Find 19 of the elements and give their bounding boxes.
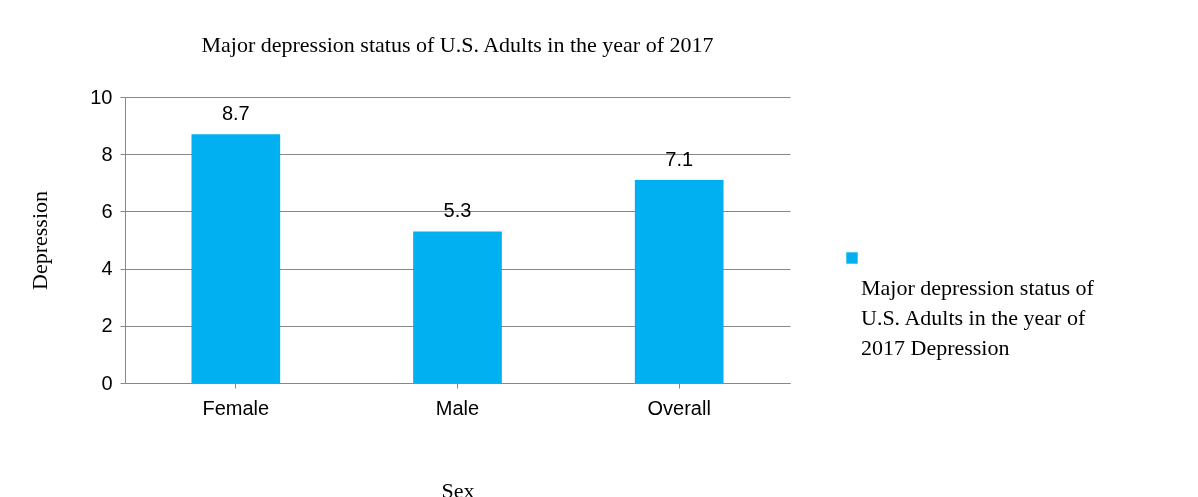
legend-label: Major depression status of U.S. Adults in the year of 2017 Depression	[861, 275, 1095, 360]
y-axis-title: Depression	[27, 191, 53, 290]
x-axis-title: Sex	[441, 477, 475, 497]
bar	[634, 179, 724, 383]
data-label: 8.7	[221, 102, 250, 125]
chart-title: Major depression status of U.S. Adults in the year of 2017	[201, 32, 714, 57]
data-label: 5.3	[443, 199, 472, 222]
y-tick-label: 6	[101, 199, 113, 222]
x-tick-label: Overall	[647, 396, 711, 419]
bar	[413, 231, 502, 383]
y-tick-label: 10	[90, 85, 113, 108]
data-label: 7.1	[665, 147, 694, 170]
y-tick-label: 4	[101, 257, 113, 280]
x-tick-label: Female	[202, 396, 270, 419]
bar	[191, 134, 281, 383]
y-tick-label: 2	[101, 314, 113, 337]
y-tick-label: 0	[101, 371, 113, 394]
y-tick-label: 8	[101, 142, 113, 165]
x-tick-label: Male	[435, 396, 480, 419]
